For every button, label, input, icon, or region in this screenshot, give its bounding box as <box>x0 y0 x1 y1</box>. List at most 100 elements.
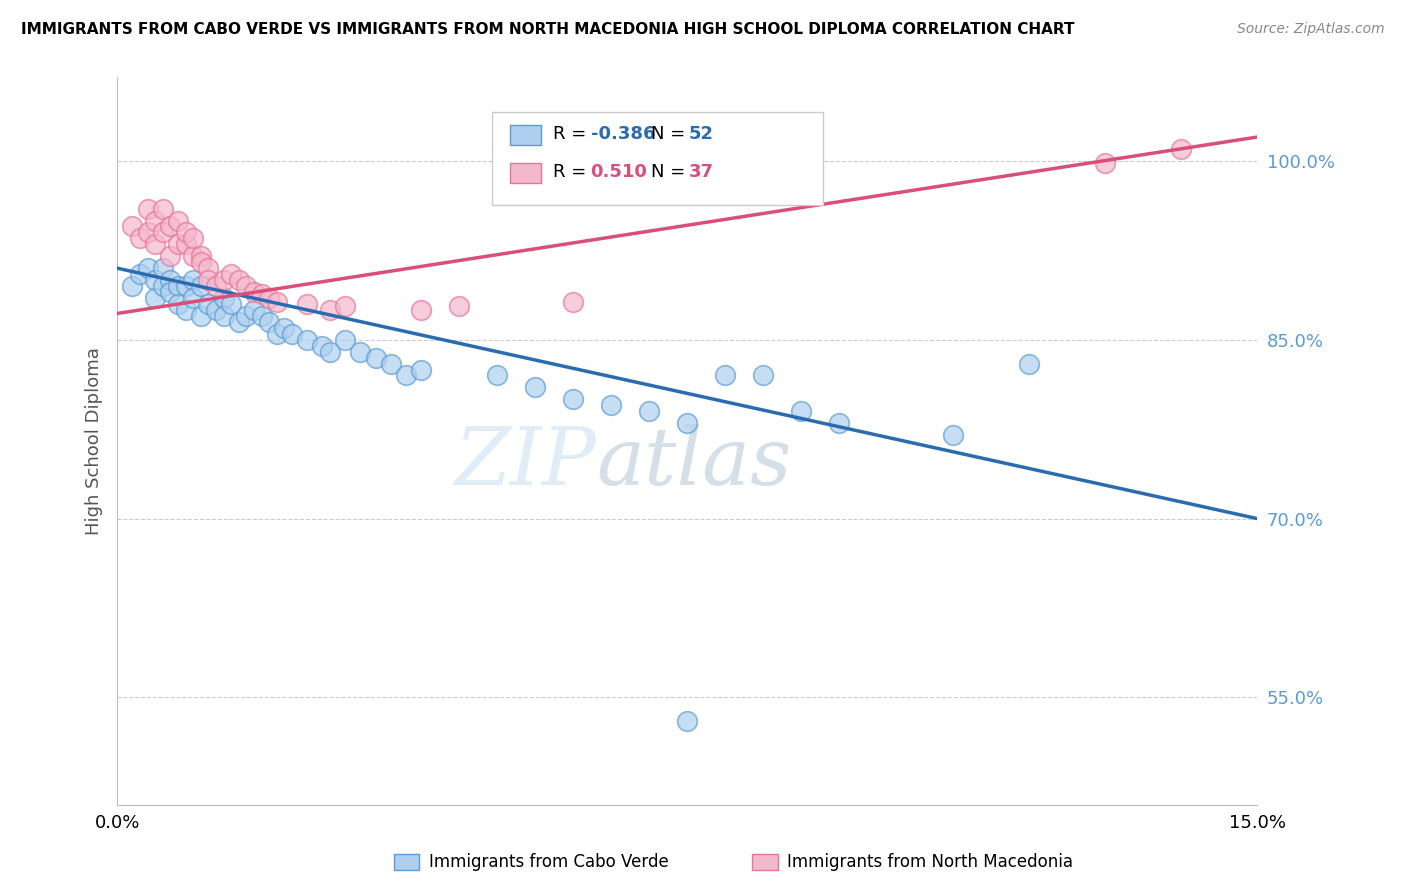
Point <box>167 297 190 311</box>
Point <box>250 287 273 301</box>
Point <box>449 299 471 313</box>
Point <box>714 368 737 383</box>
Point <box>190 309 212 323</box>
Text: 37: 37 <box>689 163 714 181</box>
Point <box>676 416 699 430</box>
Point <box>257 315 280 329</box>
Point <box>333 333 356 347</box>
Point <box>562 392 585 407</box>
Point <box>524 380 547 394</box>
Point <box>174 226 197 240</box>
Point <box>411 302 433 317</box>
Point <box>152 226 174 240</box>
Point <box>129 231 152 245</box>
Point <box>159 285 181 299</box>
Point <box>638 404 661 418</box>
Point <box>752 368 775 383</box>
Point <box>219 267 242 281</box>
Point <box>143 213 166 227</box>
Point <box>136 261 159 276</box>
Point <box>243 285 266 299</box>
Point <box>364 351 387 365</box>
Point <box>295 333 318 347</box>
Point <box>181 249 204 263</box>
Point <box>190 279 212 293</box>
Point <box>174 302 197 317</box>
Point <box>380 357 402 371</box>
Point <box>250 309 273 323</box>
Point <box>174 279 197 293</box>
Point <box>790 404 813 418</box>
Text: atlas: atlas <box>596 424 792 501</box>
Point <box>212 291 235 305</box>
Point <box>1094 156 1116 170</box>
Point <box>562 294 585 309</box>
Point <box>600 398 623 412</box>
Point <box>228 315 250 329</box>
Point <box>257 291 280 305</box>
Point <box>212 309 235 323</box>
Point <box>136 202 159 216</box>
Point <box>219 297 242 311</box>
Point <box>828 416 851 430</box>
Point <box>152 261 174 276</box>
Point <box>311 339 333 353</box>
Text: R =: R = <box>553 163 598 181</box>
Point <box>676 714 699 729</box>
Point <box>235 309 257 323</box>
Point <box>1018 357 1040 371</box>
Text: -0.386: -0.386 <box>591 125 655 143</box>
Point <box>197 273 219 287</box>
Text: N =: N = <box>651 125 690 143</box>
Point <box>243 302 266 317</box>
Point <box>159 273 181 287</box>
Point <box>266 294 288 309</box>
Point <box>181 273 204 287</box>
Point <box>212 273 235 287</box>
Text: 52: 52 <box>689 125 714 143</box>
Point <box>266 326 288 341</box>
Point <box>197 261 219 276</box>
Point <box>273 320 295 334</box>
Point <box>121 219 143 234</box>
Point <box>349 344 371 359</box>
Point <box>181 291 204 305</box>
Point <box>143 237 166 252</box>
Text: N =: N = <box>651 163 690 181</box>
Point <box>152 279 174 293</box>
Point <box>129 267 152 281</box>
Point <box>159 219 181 234</box>
Text: Immigrants from North Macedonia: Immigrants from North Macedonia <box>787 853 1073 871</box>
Point <box>1170 142 1192 156</box>
Text: ZIP: ZIP <box>454 424 596 501</box>
Text: R =: R = <box>553 125 592 143</box>
Point <box>167 213 190 227</box>
Text: IMMIGRANTS FROM CABO VERDE VS IMMIGRANTS FROM NORTH MACEDONIA HIGH SCHOOL DIPLOM: IMMIGRANTS FROM CABO VERDE VS IMMIGRANTS… <box>21 22 1074 37</box>
Point <box>159 249 181 263</box>
Point <box>333 299 356 313</box>
Point <box>190 255 212 269</box>
Y-axis label: High School Diploma: High School Diploma <box>86 347 103 535</box>
Point <box>235 279 257 293</box>
Point <box>205 279 228 293</box>
Point <box>197 297 219 311</box>
Point <box>152 202 174 216</box>
Point <box>174 237 197 252</box>
Point <box>190 249 212 263</box>
Point <box>319 344 342 359</box>
Point <box>167 279 190 293</box>
Point <box>121 279 143 293</box>
Point <box>295 297 318 311</box>
Point <box>281 326 304 341</box>
Point <box>167 237 190 252</box>
Point <box>395 368 418 383</box>
Point <box>205 302 228 317</box>
Point <box>136 226 159 240</box>
Text: Source: ZipAtlas.com: Source: ZipAtlas.com <box>1237 22 1385 37</box>
Point <box>486 368 509 383</box>
Point <box>143 273 166 287</box>
Point <box>942 428 965 442</box>
Text: 0.510: 0.510 <box>591 163 647 181</box>
Point <box>181 231 204 245</box>
Point <box>228 273 250 287</box>
